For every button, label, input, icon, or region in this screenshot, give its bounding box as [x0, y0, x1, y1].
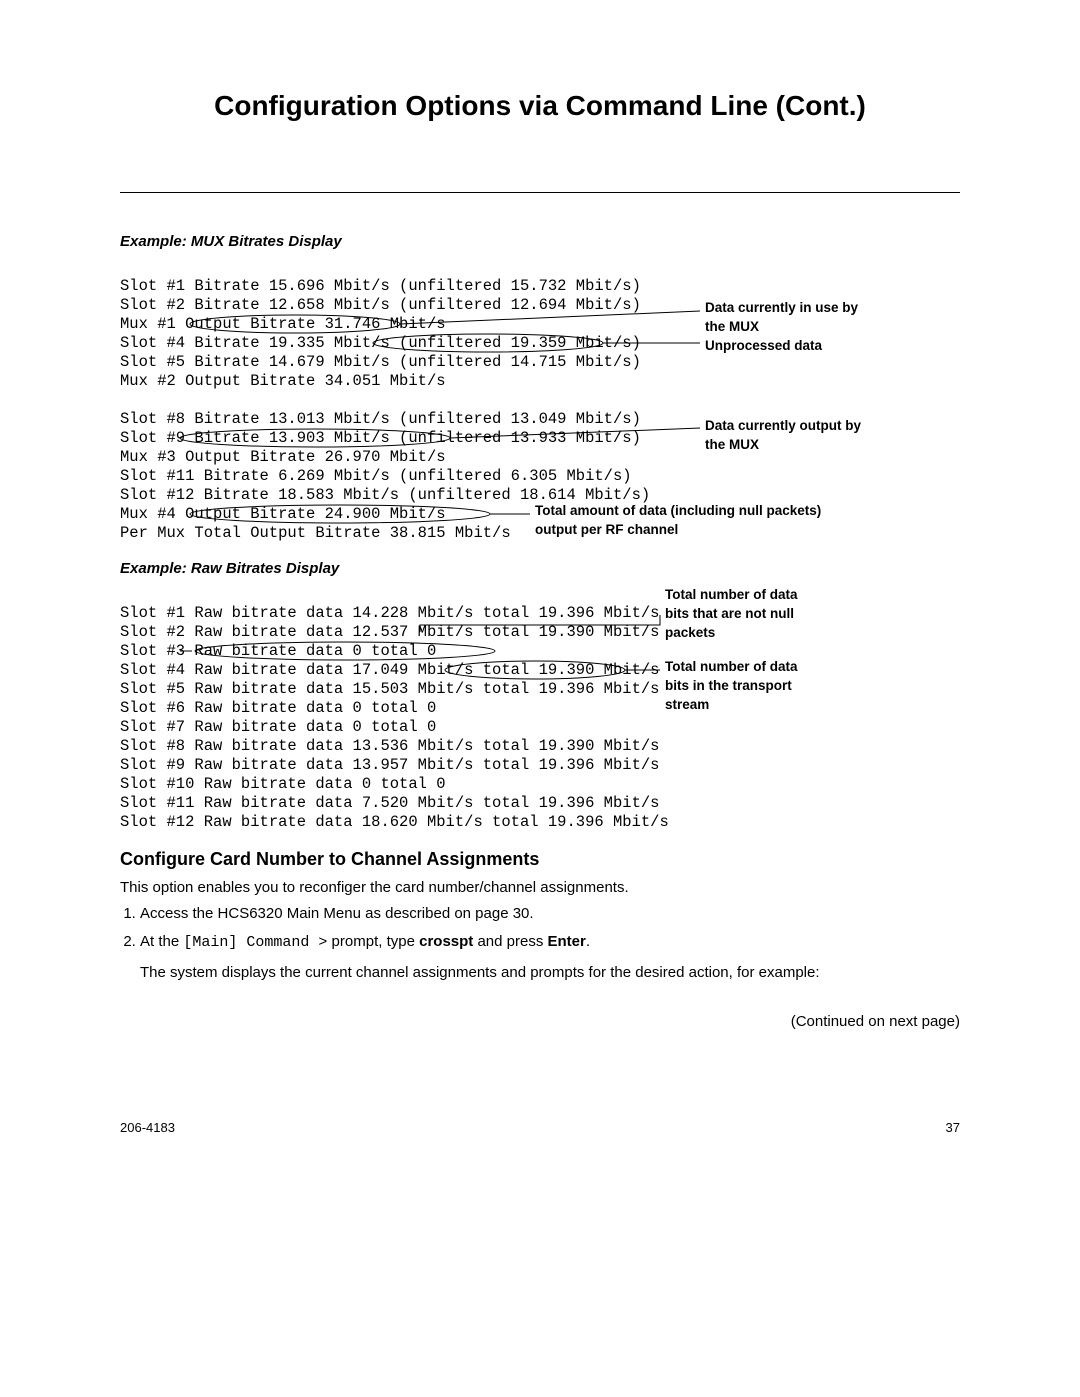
mux-line: Mux #1 Output Bitrate 31.746 Mbit/s: [120, 315, 446, 333]
mux-line: Slot #11 Bitrate 6.269 Mbit/s (unfiltere…: [120, 467, 632, 485]
raw-line: Slot #6 Raw bitrate data 0 total 0: [120, 699, 436, 717]
step2-bold2: Enter: [548, 933, 586, 950]
annot-raw-notnull: Total number of data bits that are not n…: [665, 585, 825, 642]
divider: [120, 192, 960, 193]
mux-line: Slot #4 Bitrate 19.335 Mbit/s (unfiltere…: [120, 334, 641, 352]
raw-line: Slot #1 Raw bitrate data 14.228 Mbit/s t…: [120, 604, 660, 622]
raw-line: Slot #12 Raw bitrate data 18.620 Mbit/s …: [120, 813, 669, 831]
raw-bitrates-block: Slot #1 Raw bitrate data 14.228 Mbit/s t…: [120, 585, 960, 819]
mux-line: Slot #8 Bitrate 13.013 Mbit/s (unfiltere…: [120, 410, 641, 428]
mux-line: Per Mux Total Output Bitrate 38.815 Mbit…: [120, 524, 511, 542]
footer-docnum: 206-4183: [120, 1120, 175, 1135]
raw-line: Slot #2 Raw bitrate data 12.537 Mbit/s t…: [120, 623, 660, 641]
raw-line: Slot #11 Raw bitrate data 7.520 Mbit/s t…: [120, 794, 660, 812]
raw-line: Slot #10 Raw bitrate data 0 total 0: [120, 775, 446, 793]
mux-line: Slot #5 Bitrate 14.679 Mbit/s (unfiltere…: [120, 353, 641, 371]
annot-mux-output: Data currently output by the MUX: [705, 416, 865, 454]
subhead-body: This option enables you to reconfiger th…: [120, 878, 960, 898]
mux-line: Slot #1 Bitrate 15.696 Mbit/s (unfiltere…: [120, 277, 641, 295]
subhead-configure-card: Configure Card Number to Channel Assignm…: [120, 849, 960, 870]
example1-label: Example: MUX Bitrates Display: [120, 233, 960, 250]
annot-mux-inuse: Data currently in use by the MUX: [705, 298, 865, 336]
step2-mono: [Main] Command >: [183, 934, 327, 951]
mux-bitrates-block: Slot #1 Bitrate 15.696 Mbit/s (unfiltere…: [120, 258, 960, 530]
mux-line: Slot #9 Bitrate 13.903 Mbit/s (unfiltere…: [120, 429, 641, 447]
annot-mux-total: Total amount of data (including null pac…: [535, 501, 845, 539]
step2-mid2: and press: [473, 933, 547, 950]
raw-line: Slot #9 Raw bitrate data 13.957 Mbit/s t…: [120, 756, 660, 774]
step2-pre: At the: [140, 933, 183, 950]
example2-label: Example: Raw Bitrates Display: [120, 560, 960, 577]
annot-raw-total: Total number of data bits in the transpo…: [665, 657, 825, 714]
footer-pagenum: 37: [946, 1120, 960, 1135]
step2-bold: crosspt: [419, 933, 473, 950]
step-2: At the [Main] Command > prompt, type cro…: [140, 932, 960, 983]
raw-line: Slot #7 Raw bitrate data 0 total 0: [120, 718, 436, 736]
raw-line: Slot #4 Raw bitrate data 17.049 Mbit/s t…: [120, 661, 660, 679]
page-footer: 206-4183 37: [120, 1120, 960, 1135]
raw-line: Slot #8 Raw bitrate data 13.536 Mbit/s t…: [120, 737, 660, 755]
step-1: Access the HCS6320 Main Menu as describe…: [140, 904, 960, 924]
step2-para: The system displays the current channel …: [140, 963, 960, 983]
page-title: Configuration Options via Command Line (…: [120, 90, 960, 122]
step2-mid: prompt, type: [327, 933, 419, 950]
continued-note: (Continued on next page): [120, 1013, 960, 1030]
page-container: Configuration Options via Command Line (…: [0, 0, 1080, 1195]
step2-end: .: [586, 933, 590, 950]
annot-mux-unprocessed: Unprocessed data: [705, 336, 865, 355]
steps-list: Access the HCS6320 Main Menu as describe…: [120, 904, 960, 983]
mux-line: Mux #3 Output Bitrate 26.970 Mbit/s: [120, 448, 446, 466]
mux-line: Mux #4 Output Bitrate 24.900 Mbit/s: [120, 505, 446, 523]
raw-line: Slot #3 Raw bitrate data 0 total 0: [120, 642, 436, 660]
mux-line: Mux #2 Output Bitrate 34.051 Mbit/s: [120, 372, 446, 390]
mux-line: Slot #2 Bitrate 12.658 Mbit/s (unfiltere…: [120, 296, 641, 314]
raw-line: Slot #5 Raw bitrate data 15.503 Mbit/s t…: [120, 680, 660, 698]
